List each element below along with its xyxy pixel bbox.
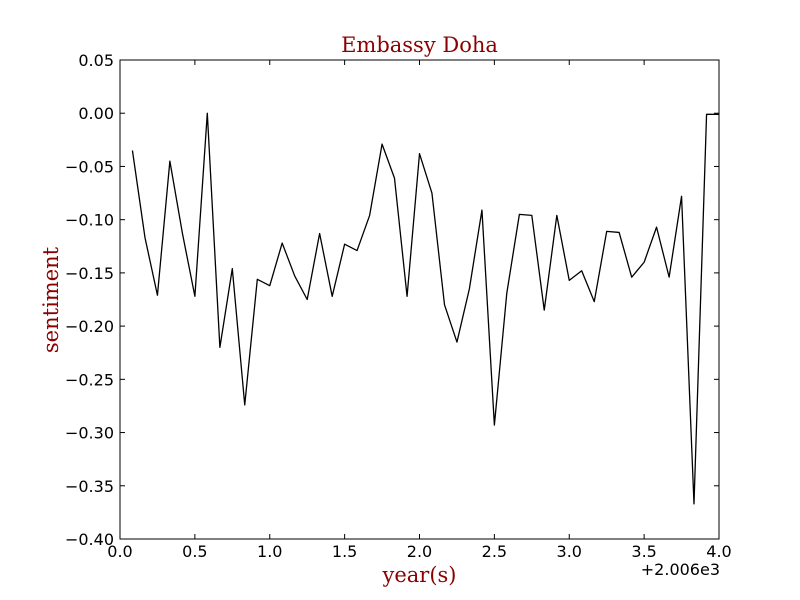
- x-tick-label: 1.0: [257, 542, 282, 561]
- plot-area: [120, 60, 719, 539]
- y-tick-label: −0.40: [65, 530, 114, 549]
- x-tick-label: 3.0: [557, 542, 582, 561]
- x-tick-label: 2.0: [407, 542, 432, 561]
- y-tick-label: 0.00: [78, 104, 114, 123]
- y-tick-label: −0.25: [65, 370, 114, 389]
- series-line: [131, 112, 719, 505]
- y-axis-label: sentiment: [39, 246, 63, 353]
- y-tick-label: −0.30: [65, 424, 114, 443]
- y-tick-label: −0.15: [65, 264, 114, 283]
- y-tick-label: 0.05: [78, 51, 114, 70]
- x-tick-label: 3.5: [631, 542, 656, 561]
- y-tick-label: −0.05: [65, 157, 114, 176]
- chart-title: Embassy Doha: [341, 33, 498, 57]
- y-tick-label: −0.35: [65, 477, 114, 496]
- y-tick-label: −0.20: [65, 317, 114, 336]
- x-tick-label: 2.5: [482, 542, 507, 561]
- y-tick-label: −0.10: [65, 211, 114, 230]
- x-tick-label: 0.5: [182, 542, 207, 561]
- x-tick-label: 1.5: [332, 542, 357, 561]
- x-axis-label: year(s): [381, 563, 456, 587]
- x-axis-ticks: 0.0 0.5 1.0 1.5 2.0 2.5 3.0 3.5 4.0: [107, 60, 732, 561]
- y-axis-ticks: 0.05 0.00 −0.05 −0.10 −0.15 −0.20 −0.25 −0.30 −0…: [65, 51, 719, 549]
- x-tick-label: 4.0: [706, 542, 731, 561]
- plot-frame: [119, 59, 720, 540]
- x-tick-label: 0.0: [107, 542, 132, 561]
- x-axis-offset-label: +2.006e3: [641, 560, 720, 579]
